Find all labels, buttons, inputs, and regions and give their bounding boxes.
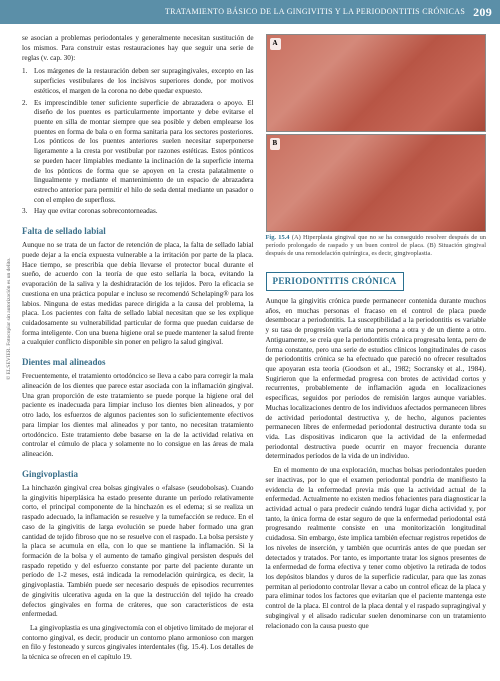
intro-paragraph: se asocian a problemas periodontales y g… [22,34,254,63]
list-text: Los márgenes de la restauración deben se… [34,67,254,96]
page: TRATAMIENTO BÁSICO DE LA GINGIVITIS Y LA… [0,0,500,681]
body-paragraph: En el momento de una exploración, muchas… [266,466,486,631]
figure-label-a: A [270,38,281,49]
list-text: Es imprescindible tener suficiente super… [34,99,254,206]
section-box-periodontitis: PERIODONTITIS CRÓNICA [266,272,404,291]
numbered-list: 1. Los márgenes de la restauración deben… [22,67,254,217]
figure-caption: Fig. 15.4 (A) Hiperplasia gingival que n… [266,234,486,258]
list-item: 3. Hay que evitar coronas sobrecontornea… [22,207,254,217]
list-number: 2. [22,99,34,206]
section-heading-sellado: Falta de sellado labial [22,225,254,237]
body-paragraph: Frecuentemente, el tratamiento ortodónci… [22,372,254,459]
chapter-title: TRATAMIENTO BÁSICO DE LA GINGIVITIS Y LA… [165,7,465,18]
body-paragraph: Aunque no se trata de un factor de reten… [22,241,254,348]
section-heading-dientes: Dientes mal alineados [22,356,254,368]
right-column: A B Fig. 15.4 (A) Hiperplasia gingival q… [266,34,486,667]
figure-number: Fig. 15.4 [266,234,290,241]
body-paragraph: La gingivoplastia es una gingivectomía c… [22,624,254,663]
copyright-notice: © ELSEVIER. Fotocopiar sin autorización … [6,257,13,380]
list-item: 1. Los márgenes de la restauración deben… [22,67,254,96]
figure-15-4: A B Fig. 15.4 (A) Hiperplasia gingival q… [266,34,486,258]
page-header: TRATAMIENTO BÁSICO DE LA GINGIVITIS Y LA… [0,0,500,24]
figure-image-a: A [266,34,486,132]
list-number: 3. [22,207,34,217]
figure-label-b: B [270,138,281,149]
page-number: 209 [473,4,492,20]
list-item: 2. Es imprescindible tener suficiente su… [22,99,254,206]
body-paragraph: La hinchazón gingival crea bolsas gingiv… [22,484,254,620]
figure-image-b: B [266,134,486,232]
left-column: se asocian a problemas periodontales y g… [22,34,254,667]
list-text: Hay que evitar coronas sobrecontorneadas… [34,207,254,217]
body-paragraph: Aunque la gingivitis crónica puede perma… [266,297,486,462]
section-heading-gingivoplastia: Gingivoplastia [22,468,254,480]
figure-caption-text: (A) Hiperplasia gingival que no se ha co… [266,234,486,257]
content-area: se asocian a problemas periodontales y g… [0,24,500,681]
section-box-title: PERIODONTITIS CRÓNICA [273,276,397,286]
list-number: 1. [22,67,34,96]
